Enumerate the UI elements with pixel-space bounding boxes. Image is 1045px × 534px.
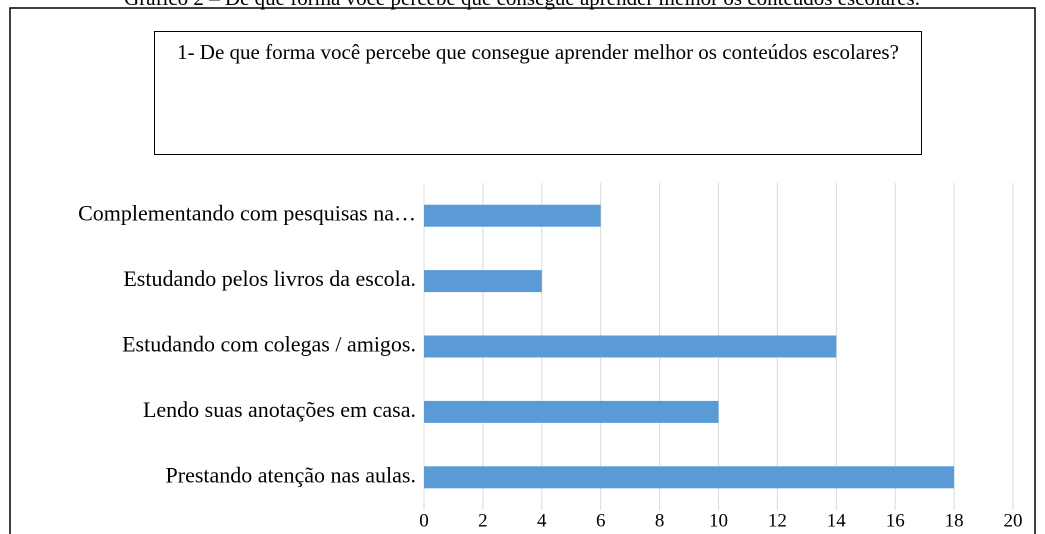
x-tick-label: 16 (886, 510, 905, 531)
x-tick-label: 4 (537, 510, 547, 531)
y-tick-label: Prestando atenção nas aulas. (166, 462, 416, 487)
bar (424, 270, 542, 293)
chart-frame (9, 7, 1036, 534)
x-tick-label: 10 (709, 510, 728, 531)
bar (424, 466, 955, 489)
bar (424, 400, 719, 423)
x-tick-label: 12 (768, 510, 787, 531)
bar (424, 335, 837, 358)
x-tick-label: 6 (596, 510, 606, 531)
x-tick-label: 8 (655, 510, 665, 531)
x-tick-label: 0 (419, 510, 429, 531)
x-tick-label: 2 (478, 510, 488, 531)
x-tick-label: 14 (827, 510, 847, 531)
y-tick-label: Lendo suas anotações em casa. (143, 397, 416, 422)
caption: Gráfico 2 – De que forma você percebe qu… (124, 0, 920, 10)
y-tick-label: Estudando pelos livros da escola. (123, 266, 416, 291)
y-tick-label: Complementando com pesquisas na… (78, 201, 416, 226)
y-tick-label: Estudando com colegas / amigos. (122, 332, 416, 357)
x-tick-label: 20 (1004, 510, 1023, 531)
chart-title: 1- De que forma você percebe que consegu… (154, 31, 922, 155)
x-tick-label: 18 (945, 510, 964, 531)
bar (424, 204, 601, 227)
